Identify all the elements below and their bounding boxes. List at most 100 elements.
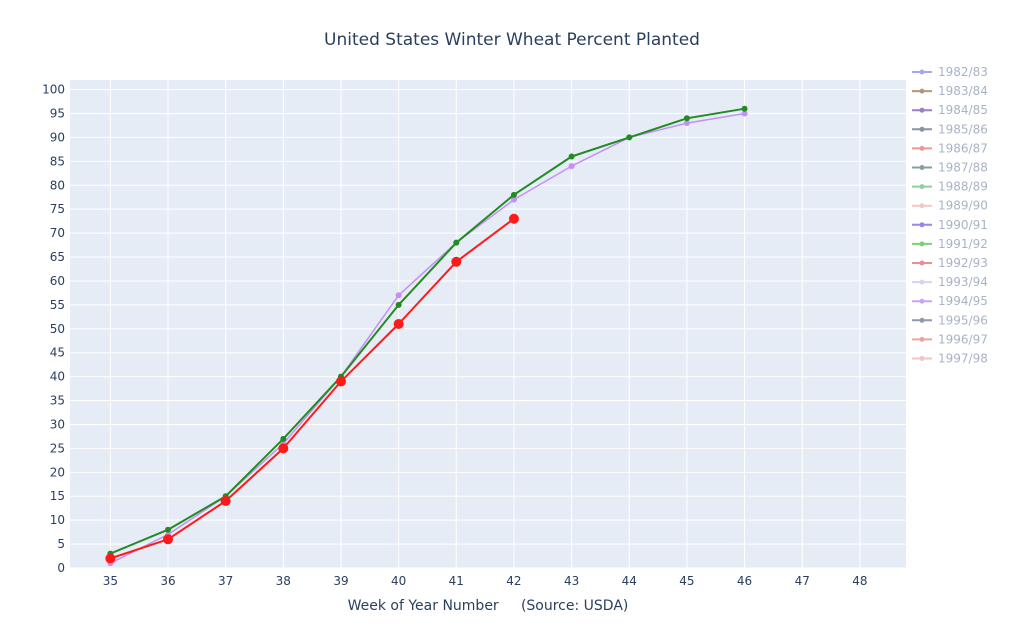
data-point	[280, 435, 287, 442]
y-tick-label: 25	[50, 441, 65, 455]
legend-swatch-marker	[919, 336, 925, 342]
legend-swatch-marker	[919, 69, 925, 75]
x-tick-label: 45	[679, 574, 694, 588]
legend-label: 1985/86	[938, 122, 988, 136]
legend-swatch-marker	[919, 279, 925, 285]
data-point	[278, 443, 289, 454]
data-point	[626, 134, 633, 141]
data-point	[220, 496, 231, 507]
legend-item[interactable]: 1997/98	[912, 352, 988, 366]
data-point	[741, 110, 748, 117]
x-tick-label: 48	[852, 574, 867, 588]
series-line	[110, 107, 745, 555]
legend-label: 1984/85	[938, 103, 988, 117]
y-tick-label: 70	[50, 226, 65, 240]
chart-title: United States Winter Wheat Percent Plant…	[324, 30, 700, 50]
y-tick-label: 60	[50, 274, 65, 288]
x-tick-label: 38	[276, 574, 291, 588]
x-tick-label: 41	[449, 574, 464, 588]
legend-item[interactable]: 1988/89	[912, 180, 988, 194]
x-tick-label: 44	[622, 574, 637, 588]
y-tick-label: 85	[50, 154, 65, 168]
data-point	[105, 553, 116, 564]
legend-item[interactable]: 1995/96	[912, 313, 988, 327]
legend-swatch-marker	[919, 107, 925, 113]
data-point	[683, 115, 690, 122]
legend-item[interactable]: 1985/86	[912, 122, 988, 136]
y-tick-label: 75	[50, 202, 65, 216]
data-point	[568, 163, 575, 170]
data-point	[395, 301, 402, 308]
y-tick-label: 50	[50, 322, 65, 336]
legend-item[interactable]: 1992/93	[912, 256, 988, 270]
y-tick-label: 40	[50, 370, 65, 384]
legend-item[interactable]: 1989/90	[912, 199, 988, 213]
legend-label: 1997/98	[938, 352, 988, 366]
legend-label: 1987/88	[938, 161, 988, 175]
legend-label: 1992/93	[938, 256, 988, 270]
legend-item[interactable]: 1986/87	[912, 141, 988, 155]
y-tick-label: 55	[50, 298, 65, 312]
legend-item[interactable]: 1993/94	[912, 275, 988, 289]
legend-item[interactable]: 1983/84	[912, 84, 988, 98]
plot-background	[70, 80, 906, 568]
legend-item[interactable]: 1996/97	[912, 332, 988, 346]
y-tick-label: 80	[50, 178, 65, 192]
legend-item[interactable]: 1990/91	[912, 218, 988, 232]
legend-swatch-marker	[919, 88, 925, 94]
ticks: 35 36 37 38 39 40 41 42 43 44 45 46 47 48 0 5 10 15 20 25 30…	[42, 83, 867, 588]
legend-item[interactable]: 1991/92	[912, 237, 988, 251]
series-line	[110, 217, 515, 560]
legend[interactable]: 1982/83 1983/84 1984/85 1985/86 1986/87 1987/…	[912, 65, 988, 366]
y-tick-label: 15	[50, 489, 65, 503]
y-tick-label: 20	[50, 465, 65, 479]
data-point	[163, 534, 174, 545]
legend-swatch-marker	[919, 298, 925, 304]
data-point	[683, 120, 690, 127]
data-point	[510, 196, 517, 203]
legend-label: 1994/95	[938, 294, 988, 308]
x-tick-label: 35	[103, 574, 118, 588]
legend-item[interactable]: 1984/85	[912, 103, 988, 117]
data-point	[508, 213, 519, 224]
data-point	[393, 319, 404, 329]
legend-label: 1996/97	[938, 332, 988, 346]
y-tick-label: 10	[50, 513, 65, 527]
y-tick-label: 95	[50, 106, 65, 120]
x-tick-label: 39	[333, 574, 348, 588]
x-tick-label: 47	[795, 574, 810, 588]
legend-item[interactable]: 1982/83	[912, 65, 988, 79]
legend-swatch-marker	[919, 165, 925, 170]
y-tick-label: 100	[42, 83, 65, 97]
series-1996-97	[105, 213, 519, 564]
legend-item[interactable]: 1994/95	[912, 294, 988, 308]
x-tick-label: 43	[564, 574, 579, 588]
legend-label: 1986/87	[938, 141, 988, 155]
data-point	[335, 376, 346, 387]
legend-label: 1991/92	[938, 237, 988, 251]
y-tick-label: 90	[50, 130, 65, 144]
x-tick-label: 40	[391, 574, 406, 588]
y-tick-label: 5	[57, 537, 65, 551]
legend-label: 1982/83	[938, 65, 988, 79]
y-tick-label: 65	[50, 250, 65, 264]
legend-swatch-marker	[919, 184, 925, 190]
grid	[70, 80, 906, 569]
data-point	[741, 105, 748, 112]
x-axis-label: Week of Year Number (Source: USDA)	[348, 598, 629, 614]
legend-item[interactable]: 1987/88	[912, 161, 988, 175]
series-layer	[105, 105, 748, 567]
x-tick-label: 37	[218, 574, 233, 588]
series-1995-96	[107, 105, 748, 557]
x-tick-label: 42	[506, 574, 521, 588]
y-tick-label: 45	[50, 346, 65, 360]
legend-swatch-marker	[919, 260, 925, 266]
data-point	[451, 256, 462, 267]
legend-swatch-marker	[919, 241, 925, 247]
data-point	[395, 292, 402, 299]
legend-swatch-marker	[919, 222, 925, 228]
legend-label: 1993/94	[938, 275, 988, 289]
legend-swatch-marker	[919, 203, 925, 209]
y-tick-label: 0	[57, 561, 65, 575]
